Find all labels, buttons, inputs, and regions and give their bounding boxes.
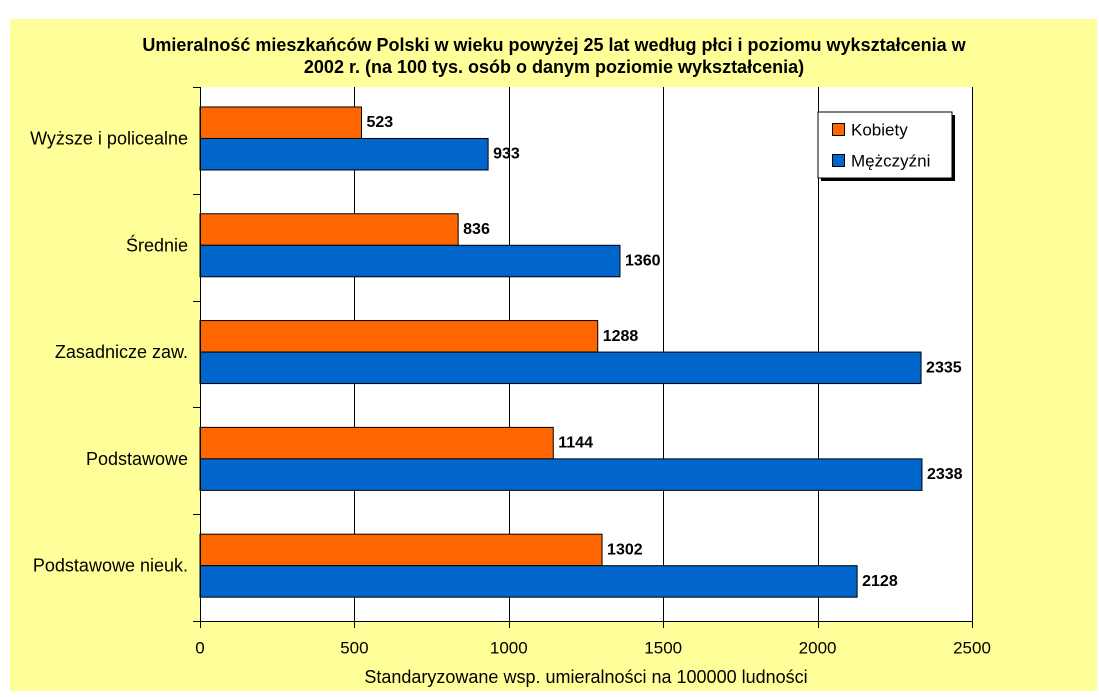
data-label-kobiety-zasadnicze-zaw: 1288	[603, 328, 639, 345]
bar-mezczyzni-zasadnicze-zaw	[199, 351, 922, 385]
labels: 523 933 Wyższe i policealne 836 1360 Średnie 1…	[30, 114, 991, 657]
x-tick-label-500: 500	[340, 639, 368, 658]
bar-mezczyzni-podstawowe	[199, 458, 923, 491]
chart-title-line-1: Umieralność mieszkańców Polski w wieku p…	[142, 35, 966, 55]
data-label-mezczyzni-wyzsze-i-policealne: 933	[493, 146, 520, 163]
category-label-srednie: Średnie	[126, 234, 188, 255]
category-label-wyzsze-i-policealne: Wyższe i policealne	[30, 128, 188, 148]
bar-kobiety-zasadnicze-zaw	[199, 320, 599, 353]
bar-mezczyzni-wyzsze-i-policealne	[199, 137, 489, 171]
data-label-mezczyzni-podstawowe: 2338	[927, 466, 963, 483]
data-label-mezczyzni-podstawowe-nieuk: 2128	[862, 573, 898, 590]
data-label-kobiety-podstawowe: 1144	[558, 435, 593, 452]
data-label-kobiety-srednie: 836	[463, 221, 490, 238]
bar-mezczyzni-podstawowe-nieuk	[199, 565, 858, 598]
x-tick-label-1000: 1000	[490, 639, 528, 658]
legend-swatch-kobiety	[832, 123, 845, 136]
x-tick-label-2000: 2000	[799, 639, 837, 658]
bar-kobiety-podstawowe-nieuk	[199, 533, 603, 567]
x-axis-label: Standaryzowane wsp. umieralności na 1000…	[364, 667, 807, 687]
x-tick-label-0: 0	[195, 639, 204, 658]
legend-label-mezczyzni: Mężczyźni	[851, 152, 930, 171]
chart-title-line-2: 2002 r. (na 100 tys. osób o danym poziom…	[304, 57, 804, 77]
bar-kobiety-wyzsze-i-policealne	[199, 106, 363, 139]
legend-label-kobiety: Kobiety	[851, 121, 908, 140]
legend: Kobiety Mężczyźni	[817, 111, 955, 181]
x-tick-label-1500: 1500	[644, 639, 682, 658]
bar-kobiety-srednie	[199, 213, 459, 246]
category-label-zasadnicze-zaw: Zasadnicze zaw.	[55, 342, 188, 362]
legend-swatch-mezczyzni	[832, 154, 845, 167]
category-label-podstawowe-nieuk: Podstawowe nieuk.	[33, 556, 188, 576]
data-label-mezczyzni-srednie: 1360	[625, 253, 661, 270]
bar-kobiety-podstawowe	[199, 426, 554, 460]
data-label-kobiety-podstawowe-nieuk: 1302	[607, 541, 643, 558]
category-label-podstawowe: Podstawowe	[86, 449, 188, 469]
x-tick-label-2500: 2500	[953, 639, 991, 658]
data-label-kobiety-wyzsze-i-policealne: 523	[367, 114, 394, 131]
bar-mezczyzni-srednie	[199, 244, 621, 278]
axes	[193, 87, 973, 628]
data-label-mezczyzni-zasadnicze-zaw: 2335	[926, 359, 962, 376]
